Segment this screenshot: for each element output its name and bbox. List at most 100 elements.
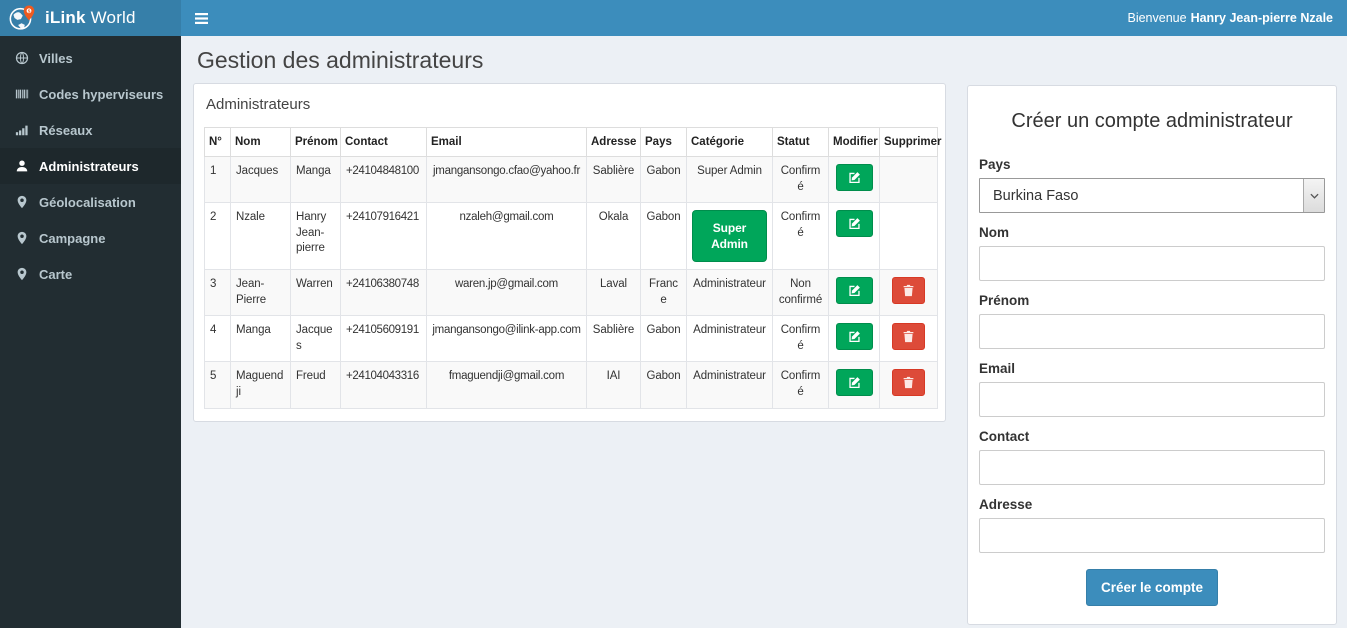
edit-button[interactable] (835, 277, 873, 305)
cell-adresse: Sablière (586, 155, 641, 204)
map-marker-icon (17, 231, 27, 245)
cell-supprimer-empty (879, 202, 938, 271)
page-title: Gestion des administrateurs (197, 47, 484, 73)
sidebar-item-carte[interactable]: Carte (0, 256, 181, 292)
cell-nom: Manga (230, 315, 291, 363)
column-header-prenom: Prénom (290, 127, 341, 157)
cell-prenom: Manga (290, 155, 341, 204)
cell-nom: Nzale (230, 202, 291, 271)
pays-select[interactable]: Burkina Faso (979, 178, 1325, 213)
delete-button[interactable] (892, 369, 925, 397)
contact-field[interactable] (979, 450, 1325, 485)
cell-contact: +24104848100 (340, 155, 427, 204)
sidebar-menu: Villes Codes hyperviseurs Réseaux Admini… (0, 40, 181, 292)
cell-email: fmaguendji@gmail.com (426, 361, 587, 409)
trash-icon (903, 285, 914, 297)
table-row: 4 Manga Jacques +24105609191 jmangansong… (204, 315, 938, 363)
edit-button[interactable] (835, 164, 873, 191)
edit-pencil-icon (848, 285, 860, 297)
delete-button[interactable] (892, 323, 925, 351)
table-row: 2 Nzale Hanry Jean-pierre +24107916421 n… (204, 202, 938, 271)
delete-button[interactable] (892, 277, 925, 305)
sidebar-toggle-button[interactable] (181, 0, 221, 36)
sidebar: Villes Codes hyperviseurs Réseaux Admini… (0, 36, 181, 628)
administrators-table: N° Nom Prénom Contact Email Adresse Pays… (204, 127, 942, 409)
cell-pays: Gabon (640, 361, 687, 409)
prenom-field[interactable] (979, 314, 1325, 349)
sidebar-item-villes[interactable]: Villes (0, 40, 181, 76)
edit-pencil-icon (848, 377, 860, 389)
cell-categorie: Administrateur (686, 315, 773, 363)
column-header-pays: Pays (640, 127, 687, 157)
administrators-panel: Administrateurs N° Nom Prénom Contact Em… (193, 83, 946, 422)
cell-nom: Jean-Pierre (230, 269, 291, 317)
email-label: Email (979, 361, 1016, 376)
sidebar-item-label: Géolocalisation (39, 194, 136, 210)
cell-statut: Non confirmé (772, 269, 829, 317)
cell-contact: +24105609191 (340, 315, 427, 363)
column-header-categorie: Catégorie (686, 127, 773, 157)
nom-field[interactable] (979, 246, 1325, 281)
sidebar-item-reseaux[interactable]: Réseaux (0, 112, 181, 148)
cell-nom: Maguendji (230, 361, 291, 409)
cell-no: 2 (204, 202, 231, 271)
top-navbar: Bienvenue Hanry Jean-pierre Nzale (181, 0, 1347, 36)
cell-pays: France (640, 269, 687, 317)
adresse-field[interactable] (979, 518, 1325, 553)
cell-adresse: Sablière (586, 315, 641, 363)
svg-text:$: $ (28, 9, 31, 14)
cell-no: 5 (204, 361, 231, 409)
cell-email: jmangansongo@ilink-app.com (426, 315, 587, 363)
column-header-adresse: Adresse (586, 127, 641, 157)
cell-nom: Jacques (230, 155, 291, 204)
column-header-modifier: Modifier (828, 127, 880, 157)
table-row: 1 Jacques Manga +24104848100 jmangansong… (204, 155, 938, 204)
map-marker-icon (17, 195, 27, 209)
ilink-globe-pin-icon: $ (9, 5, 35, 30)
cell-email: nzaleh@gmail.com (426, 202, 587, 271)
sidebar-item-label: Carte (39, 266, 73, 282)
sidebar-item-codes-hyperviseurs[interactable]: Codes hyperviseurs (0, 76, 181, 112)
column-header-email: Email (426, 127, 587, 157)
cell-email: jmangansongo.cfao@yahoo.fr (426, 155, 587, 204)
sidebar-item-label: Campagne (39, 230, 106, 246)
globe-icon (15, 51, 29, 65)
sidebar-item-administrateurs[interactable]: Administrateurs (0, 148, 181, 184)
edit-button[interactable] (835, 323, 873, 351)
form-title: Créer un compte administrateur (1011, 110, 1293, 132)
nom-label: Nom (979, 225, 1009, 240)
cell-contact: +24107916421 (340, 202, 427, 271)
map-marker-icon (17, 267, 27, 281)
column-header-supprimer: Supprimer (879, 127, 942, 157)
cell-no: 1 (204, 155, 231, 204)
panel-title: Administrateurs (206, 96, 311, 113)
edit-pencil-icon (848, 331, 860, 343)
brand-title: iLink World (45, 8, 136, 27)
cell-no: 3 (204, 269, 231, 317)
cell-prenom: Hanry Jean-pierre (290, 202, 341, 271)
sidebar-item-campagne[interactable]: Campagne (0, 220, 181, 256)
sidebar-item-label: Administrateurs (39, 158, 139, 174)
app-logo[interactable]: $ iLink World (0, 0, 181, 36)
contact-label: Contact (979, 429, 1030, 444)
email-field[interactable] (979, 382, 1325, 417)
cell-statut: Confirmé (772, 202, 829, 271)
trash-icon (903, 377, 914, 389)
cell-pays: Gabon (640, 155, 687, 204)
sidebar-item-geolocalisation[interactable]: Géolocalisation (0, 184, 181, 220)
edit-button[interactable] (835, 369, 873, 397)
edit-button[interactable] (835, 210, 873, 238)
table-header-row: N° Nom Prénom Contact Email Adresse Pays… (204, 127, 942, 157)
create-account-button[interactable]: Créer le compte (1085, 569, 1219, 606)
cell-contact: +24106380748 (340, 269, 427, 317)
main-content: Gestion des administrateurs Administrate… (181, 36, 1347, 628)
cell-contact: +24104043316 (340, 361, 427, 409)
cell-categorie: Administrateur (686, 269, 773, 317)
cell-pays: Gabon (640, 315, 687, 363)
edit-pencil-icon (848, 218, 860, 230)
super-admin-badge-button[interactable]: Super Admin (692, 210, 767, 263)
cell-prenom: Jacques (290, 315, 341, 363)
column-header-no: N° (204, 127, 231, 157)
edit-pencil-icon (848, 172, 860, 184)
cell-statut: Confirmé (772, 361, 829, 409)
